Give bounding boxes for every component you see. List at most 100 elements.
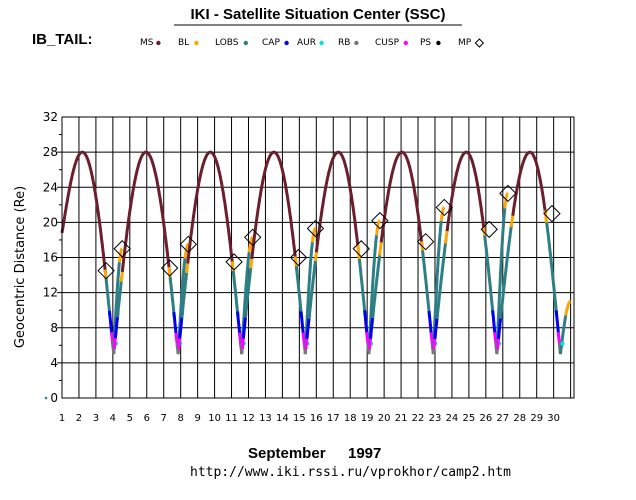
orbit-segment xyxy=(375,219,381,236)
y-tick-label-24: 24 xyxy=(43,180,58,194)
x-tick-label-16: 16 xyxy=(310,413,323,424)
legend-marker-mp xyxy=(474,38,485,48)
y-tick-label-28: 28 xyxy=(43,145,58,159)
orbit-segment xyxy=(558,315,568,355)
orbit-curves xyxy=(60,150,572,355)
x-tick-label-27: 27 xyxy=(496,413,509,424)
mp-marker xyxy=(543,204,561,223)
legend-marker-ms xyxy=(156,40,161,46)
orbit-segment xyxy=(431,220,443,355)
x-tick-label-13: 13 xyxy=(259,413,272,424)
legend-label-mp: MP xyxy=(458,38,472,48)
orbit-4 xyxy=(240,150,307,355)
x-tick-label-28: 28 xyxy=(513,413,526,424)
mp-marker xyxy=(97,261,115,280)
orbit-segment xyxy=(379,150,424,247)
legend-label-bl: BL xyxy=(178,38,189,48)
month-label: September xyxy=(248,445,326,462)
legend-marker-bl xyxy=(194,40,199,46)
y-tick-label-8: 8 xyxy=(50,321,58,335)
x-tick-label-5: 5 xyxy=(127,413,133,424)
orbit-segment xyxy=(294,265,304,317)
x-tick-label-23: 23 xyxy=(429,413,442,424)
orbit-segment xyxy=(117,247,124,263)
origin-dot xyxy=(44,396,48,400)
x-tick-label-3: 3 xyxy=(93,413,99,424)
mp-marker xyxy=(179,235,198,254)
x-tick-label-11: 11 xyxy=(225,413,238,424)
orbit-5 xyxy=(303,150,371,355)
legend-marker-cusp xyxy=(403,40,408,46)
mp-marker xyxy=(113,240,131,258)
legend-label-cusp: CUSP xyxy=(375,38,400,48)
orbit-segment xyxy=(495,208,507,355)
x-tick-label-24: 24 xyxy=(446,413,459,424)
orbit-segment xyxy=(445,150,486,232)
series-label: IB_TAIL: xyxy=(32,31,93,48)
x-tick-label-30: 30 xyxy=(547,413,560,424)
legend: MS BL LOBS CAP AUR RB CUSP PS MP xyxy=(140,38,485,48)
orbit-segment xyxy=(371,250,382,319)
legend-marker-aur xyxy=(319,40,324,46)
mp-marker xyxy=(499,184,517,203)
orbit-segment xyxy=(247,235,254,253)
year-label: 1997 xyxy=(348,445,381,462)
orbit-segment xyxy=(310,227,317,243)
mp-marker xyxy=(480,220,498,239)
orbit-segment xyxy=(183,242,190,259)
mp-marker xyxy=(160,259,179,277)
orbit-segment xyxy=(120,150,171,273)
legend-label-cap: CAP xyxy=(262,38,280,48)
orbit-segment xyxy=(180,268,189,318)
orbit-segment xyxy=(116,276,124,318)
y-tick-label-32: 32 xyxy=(43,110,58,124)
x-tick-label-12: 12 xyxy=(242,413,255,424)
mp-marker xyxy=(225,253,243,271)
orbit-segment xyxy=(357,258,367,316)
orbit-3 xyxy=(176,150,244,355)
orbit-2 xyxy=(112,150,180,355)
mp-marker xyxy=(352,240,370,258)
x-tick-label-10: 10 xyxy=(208,413,221,424)
mp-marker xyxy=(371,211,389,230)
x-tick-label-15: 15 xyxy=(293,413,306,424)
mp-marker xyxy=(289,248,308,267)
x-tick-label-26: 26 xyxy=(479,413,492,424)
x-tick-label-4: 4 xyxy=(110,413,116,424)
x-tick-label-7: 7 xyxy=(161,413,167,424)
y-tick-label-0: 0 xyxy=(50,391,58,405)
legend-label-ps: PS xyxy=(420,38,431,48)
orbit-segment xyxy=(168,276,176,318)
x-tick-label-29: 29 xyxy=(530,413,543,424)
x-tick-label-1: 1 xyxy=(59,413,65,424)
orbit-segment xyxy=(545,222,559,316)
orbit-segment xyxy=(307,256,318,319)
legend-label-lobs: LOBS xyxy=(215,38,239,48)
orbit-segment xyxy=(483,235,495,316)
orbit-segment xyxy=(250,150,298,262)
x-tick-label-17: 17 xyxy=(327,413,340,424)
orbit-segment xyxy=(439,206,446,222)
x-tick-label-18: 18 xyxy=(344,413,357,424)
orbit-segment xyxy=(503,191,509,209)
x-tick-label-25: 25 xyxy=(463,413,476,424)
orbit-1 xyxy=(60,150,116,355)
y-tick-label-4: 4 xyxy=(50,356,58,370)
aur-point xyxy=(560,341,565,346)
orbit-segment xyxy=(243,263,253,318)
x-tick-label-6: 6 xyxy=(144,413,150,424)
orbit-segment xyxy=(435,239,448,319)
orbit-segment xyxy=(60,150,107,274)
legend-marker-ps xyxy=(436,40,441,46)
mp-marker xyxy=(416,232,435,251)
mp-marker xyxy=(435,198,454,217)
x-tick-label-14: 14 xyxy=(276,413,289,424)
legend-marker-rb xyxy=(354,40,359,46)
legend-label-aur: AUR xyxy=(297,38,316,48)
chart-title: IKI - Satellite Situation Center (SSC) xyxy=(190,6,445,23)
orbit-segment xyxy=(421,250,431,317)
orbit-segment xyxy=(511,150,548,216)
x-tick-label-8: 8 xyxy=(177,413,183,424)
